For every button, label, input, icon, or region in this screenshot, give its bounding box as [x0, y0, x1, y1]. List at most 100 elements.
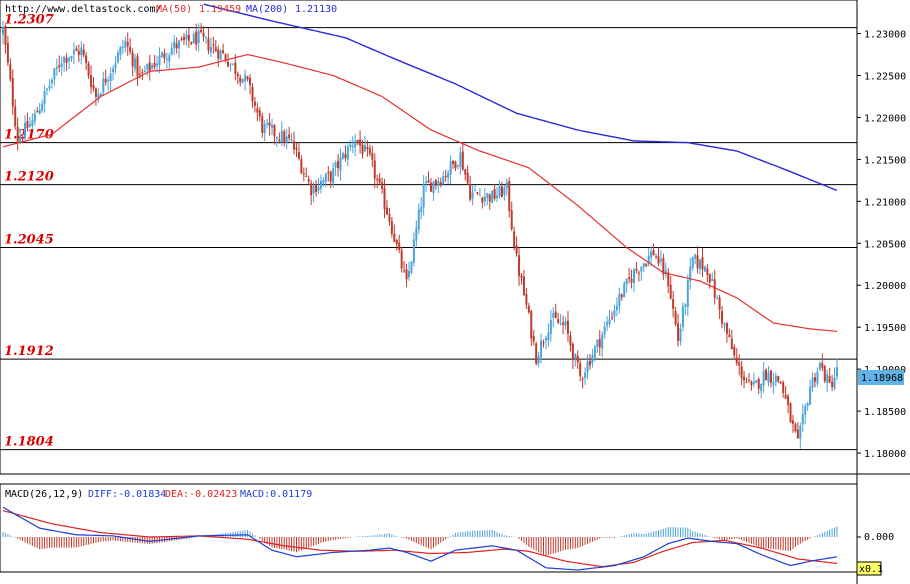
- candle-body: [434, 180, 437, 185]
- candle-body: [836, 367, 838, 377]
- candle-body: [312, 185, 315, 194]
- candle-body: [449, 161, 452, 175]
- candle-body: [530, 310, 533, 339]
- price-tick-label: 1.20500: [864, 239, 906, 250]
- macd-series: [2, 506, 838, 571]
- candle-body: [657, 256, 660, 264]
- candle-body: [831, 381, 834, 388]
- level-label: 1.1912: [4, 344, 54, 359]
- candle-body: [760, 383, 763, 392]
- candle-body: [280, 131, 283, 143]
- ma50-label: MA(50): [156, 4, 192, 15]
- candle-body: [207, 38, 210, 51]
- candle-body: [669, 284, 672, 299]
- candle-body: [180, 38, 183, 40]
- candle-body: [124, 40, 127, 48]
- candle-body: [520, 275, 523, 279]
- candle-body: [187, 34, 190, 41]
- candle-body: [217, 49, 220, 59]
- candles: [2, 20, 838, 449]
- candle-body: [288, 134, 291, 139]
- candle-body: [156, 63, 159, 66]
- candle-body: [170, 48, 173, 55]
- candle-body: [261, 116, 264, 133]
- candle-body: [143, 70, 146, 72]
- candle-body: [437, 180, 440, 186]
- candle-body: [804, 406, 807, 415]
- candle-body: [681, 306, 684, 327]
- candle-body: [24, 122, 27, 139]
- candle-body: [500, 186, 503, 197]
- candle-body: [615, 305, 618, 311]
- candle-body: [185, 34, 188, 40]
- candle-body: [738, 362, 741, 366]
- candle-body: [777, 375, 780, 382]
- candle-body: [327, 172, 330, 174]
- price-tick-label: 1.18000: [864, 449, 906, 460]
- candle-body: [674, 310, 677, 325]
- scale-badge[interactable]: [856, 561, 882, 576]
- candle-body: [324, 174, 327, 182]
- candle-body: [415, 227, 418, 241]
- price-tick-label: 1.23000: [864, 30, 906, 41]
- candle-body: [684, 304, 687, 307]
- candle-body: [16, 126, 19, 142]
- source-url[interactable]: http://www.deltastock.com/: [5, 4, 162, 15]
- candle-body: [378, 178, 381, 183]
- candle-body: [515, 245, 518, 254]
- candle-body: [65, 57, 68, 63]
- candle-body: [219, 50, 222, 60]
- candle-body: [129, 46, 132, 52]
- candle-body: [642, 263, 645, 268]
- candle-body: [354, 141, 357, 148]
- level-label: 1.2120: [4, 170, 54, 185]
- candle-body: [652, 250, 655, 255]
- candle-body: [576, 355, 579, 363]
- candle-body: [535, 343, 538, 364]
- candle-body: [787, 396, 790, 405]
- candle-body: [728, 334, 731, 338]
- candle-body: [667, 272, 670, 286]
- candle-body: [743, 376, 746, 381]
- candle-body: [689, 267, 692, 282]
- candle-body: [266, 122, 269, 125]
- candle-body: [114, 63, 117, 69]
- candle-body: [789, 403, 792, 423]
- candle-body: [6, 43, 9, 63]
- candle-body: [765, 369, 768, 381]
- candle-body: [461, 151, 464, 170]
- candle-body: [90, 75, 93, 87]
- candle-body: [249, 77, 252, 85]
- candle-body: [46, 88, 49, 90]
- candle-body: [263, 124, 266, 133]
- candle-body: [598, 339, 601, 348]
- candle-body: [823, 365, 826, 382]
- candle-body: [192, 34, 195, 44]
- candle-body: [119, 46, 122, 55]
- candle-body: [407, 270, 410, 278]
- candle-body: [747, 379, 750, 381]
- candle-body: [371, 152, 374, 160]
- candle-body: [63, 56, 66, 63]
- candle-body: [138, 73, 141, 75]
- candle-body: [258, 110, 261, 117]
- candle-body: [285, 136, 288, 143]
- candle-body: [699, 259, 702, 269]
- candle-body: [591, 355, 594, 364]
- candle-body: [508, 181, 511, 212]
- candle-body: [559, 323, 562, 325]
- candle-body: [630, 278, 633, 283]
- candle-body: [828, 376, 831, 383]
- candle-body: [38, 109, 41, 115]
- candle-body: [522, 276, 525, 296]
- candle-body: [346, 146, 349, 160]
- candle-body: [400, 250, 403, 269]
- current-price-text: 1.18968: [861, 373, 903, 384]
- candle-body: [43, 90, 46, 105]
- candle-body: [444, 175, 447, 177]
- candle-body: [200, 29, 203, 33]
- candle-body: [417, 209, 420, 230]
- candle-body: [620, 294, 623, 298]
- candle-body: [750, 382, 753, 386]
- candle-body: [190, 41, 193, 44]
